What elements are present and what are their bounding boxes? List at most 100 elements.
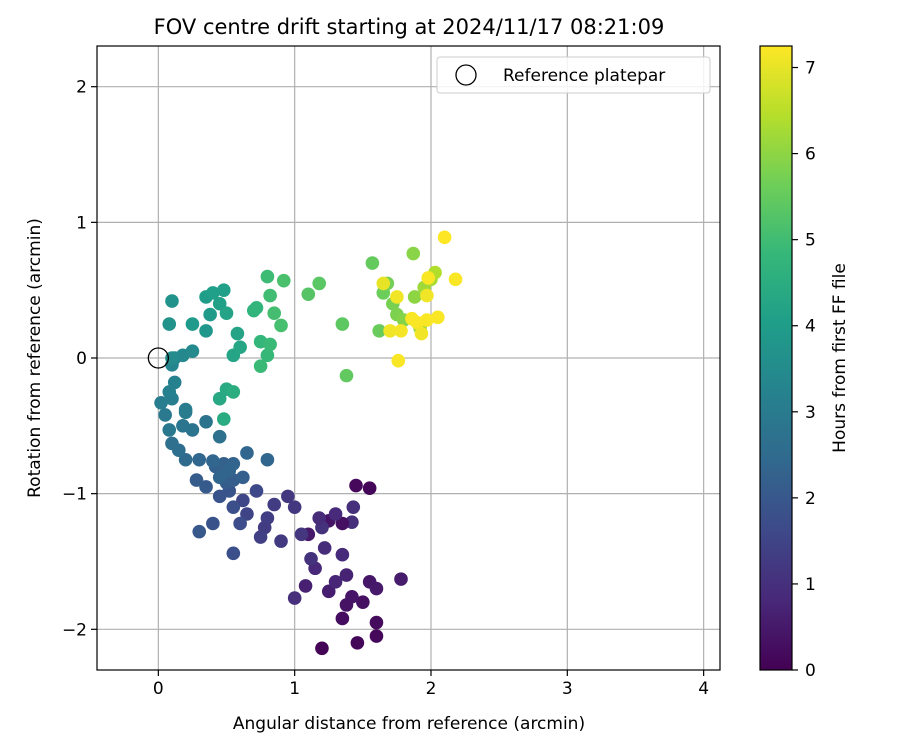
data-point-115 [365, 256, 380, 270]
data-point-63 [165, 436, 179, 451]
data-point-86 [185, 317, 200, 331]
data-point-10 [394, 572, 408, 586]
data-point-42 [226, 500, 241, 515]
data-point-57 [222, 463, 237, 478]
data-point-139 [431, 310, 445, 325]
data-point-106 [260, 269, 275, 284]
data-point-103 [260, 348, 275, 363]
data-point-11 [321, 584, 336, 599]
chart-title: FOV centre drift starting at 2024/11/17 … [154, 15, 665, 39]
colorbar-tick-label-4: 4 [805, 317, 816, 337]
y-tick-label-2: 0 [76, 349, 87, 369]
data-point-135 [414, 326, 429, 341]
colorbar-tick-label-5: 5 [805, 231, 816, 251]
data-point-41 [233, 516, 247, 531]
colorbar-tick-label-6: 6 [805, 145, 816, 165]
data-point-43 [226, 546, 241, 561]
data-point-47 [192, 524, 207, 539]
data-point-13 [339, 568, 354, 582]
data-point-19 [346, 500, 361, 515]
data-point-71 [158, 408, 172, 422]
data-point-122 [406, 246, 421, 261]
data-point-38 [249, 484, 264, 498]
data-point-5 [356, 595, 370, 609]
data-point-107 [263, 288, 277, 303]
data-point-37 [253, 530, 268, 544]
data-point-114 [339, 368, 354, 383]
legend-box [436, 56, 711, 94]
data-point-81 [185, 344, 200, 359]
data-point-34 [267, 497, 282, 512]
data-point-111 [301, 287, 316, 302]
y-tick-label-1: −1 [62, 485, 87, 505]
colorbar-frame [759, 45, 793, 671]
data-point-14 [328, 575, 343, 589]
data-point-69 [176, 419, 190, 433]
data-point-123 [407, 290, 422, 304]
data-point-12 [298, 579, 313, 593]
reference-platepar-marker [147, 347, 169, 369]
data-point-112 [312, 276, 327, 291]
data-point-59 [206, 454, 220, 468]
data-point-29 [312, 511, 327, 525]
data-point-28 [328, 507, 343, 521]
data-point-32 [274, 534, 288, 548]
data-point-64 [240, 446, 254, 460]
data-point-131 [394, 324, 408, 338]
data-point-108 [267, 306, 282, 321]
colorbar-tick-label-2: 2 [805, 489, 816, 509]
data-point-21 [349, 478, 363, 493]
data-point-91 [212, 296, 227, 311]
y-tick-label-0: −2 [62, 620, 87, 640]
data-point-25 [287, 591, 302, 605]
data-point-92 [219, 306, 234, 321]
data-point-84 [165, 294, 179, 308]
data-point-93 [230, 326, 245, 341]
data-point-70 [162, 423, 177, 437]
data-point-16 [335, 547, 350, 562]
data-point-89 [206, 286, 220, 300]
data-point-95 [233, 340, 247, 354]
data-point-2 [369, 629, 384, 643]
data-point-31 [287, 500, 302, 515]
data-point-65 [260, 452, 275, 467]
reference-marker-layer [147, 347, 169, 369]
data-point-101 [249, 301, 264, 315]
data-point-137 [420, 288, 434, 303]
colorbar-ticks: 0 1 2 3 4 5 6 7 [792, 59, 816, 681]
data-point-141 [448, 272, 463, 287]
data-point-22 [335, 516, 350, 531]
x-axis-ticks: 0 1 2 3 4 [153, 670, 709, 699]
x-tick-label-0: 0 [153, 679, 164, 699]
data-point-52 [236, 470, 250, 485]
colorbar-tick-label-1: 1 [805, 575, 816, 595]
y-tick-label-3: 1 [76, 213, 87, 233]
y-axis-ticks: −2 −1 0 1 2 [62, 78, 97, 640]
data-point-9 [369, 581, 384, 596]
data-point-116 [372, 324, 386, 338]
data-point-90 [216, 283, 231, 297]
data-point-74 [154, 395, 168, 410]
data-point-20 [362, 481, 377, 496]
y-tick-label-4: 2 [76, 78, 87, 98]
data-point-73 [178, 402, 193, 417]
data-point-104 [263, 337, 277, 352]
data-point-99 [226, 385, 241, 399]
colorbar-tick-label-3: 3 [805, 403, 816, 423]
x-tick-label-1: 1 [289, 679, 300, 699]
data-point-39 [236, 493, 250, 508]
data-point-1 [350, 636, 365, 650]
data-point-26 [304, 551, 318, 566]
data-point-77 [167, 375, 182, 390]
data-point-44 [206, 516, 220, 531]
data-point-85 [199, 324, 213, 338]
data-point-3 [369, 615, 384, 630]
data-point-136 [420, 313, 434, 327]
data-point-40 [240, 507, 254, 521]
data-point-33 [294, 527, 309, 542]
data-points [154, 230, 463, 656]
data-point-113 [335, 317, 350, 331]
data-point-17 [317, 541, 332, 555]
y-axis-label: Rotation from reference (arcmin) [25, 218, 45, 498]
